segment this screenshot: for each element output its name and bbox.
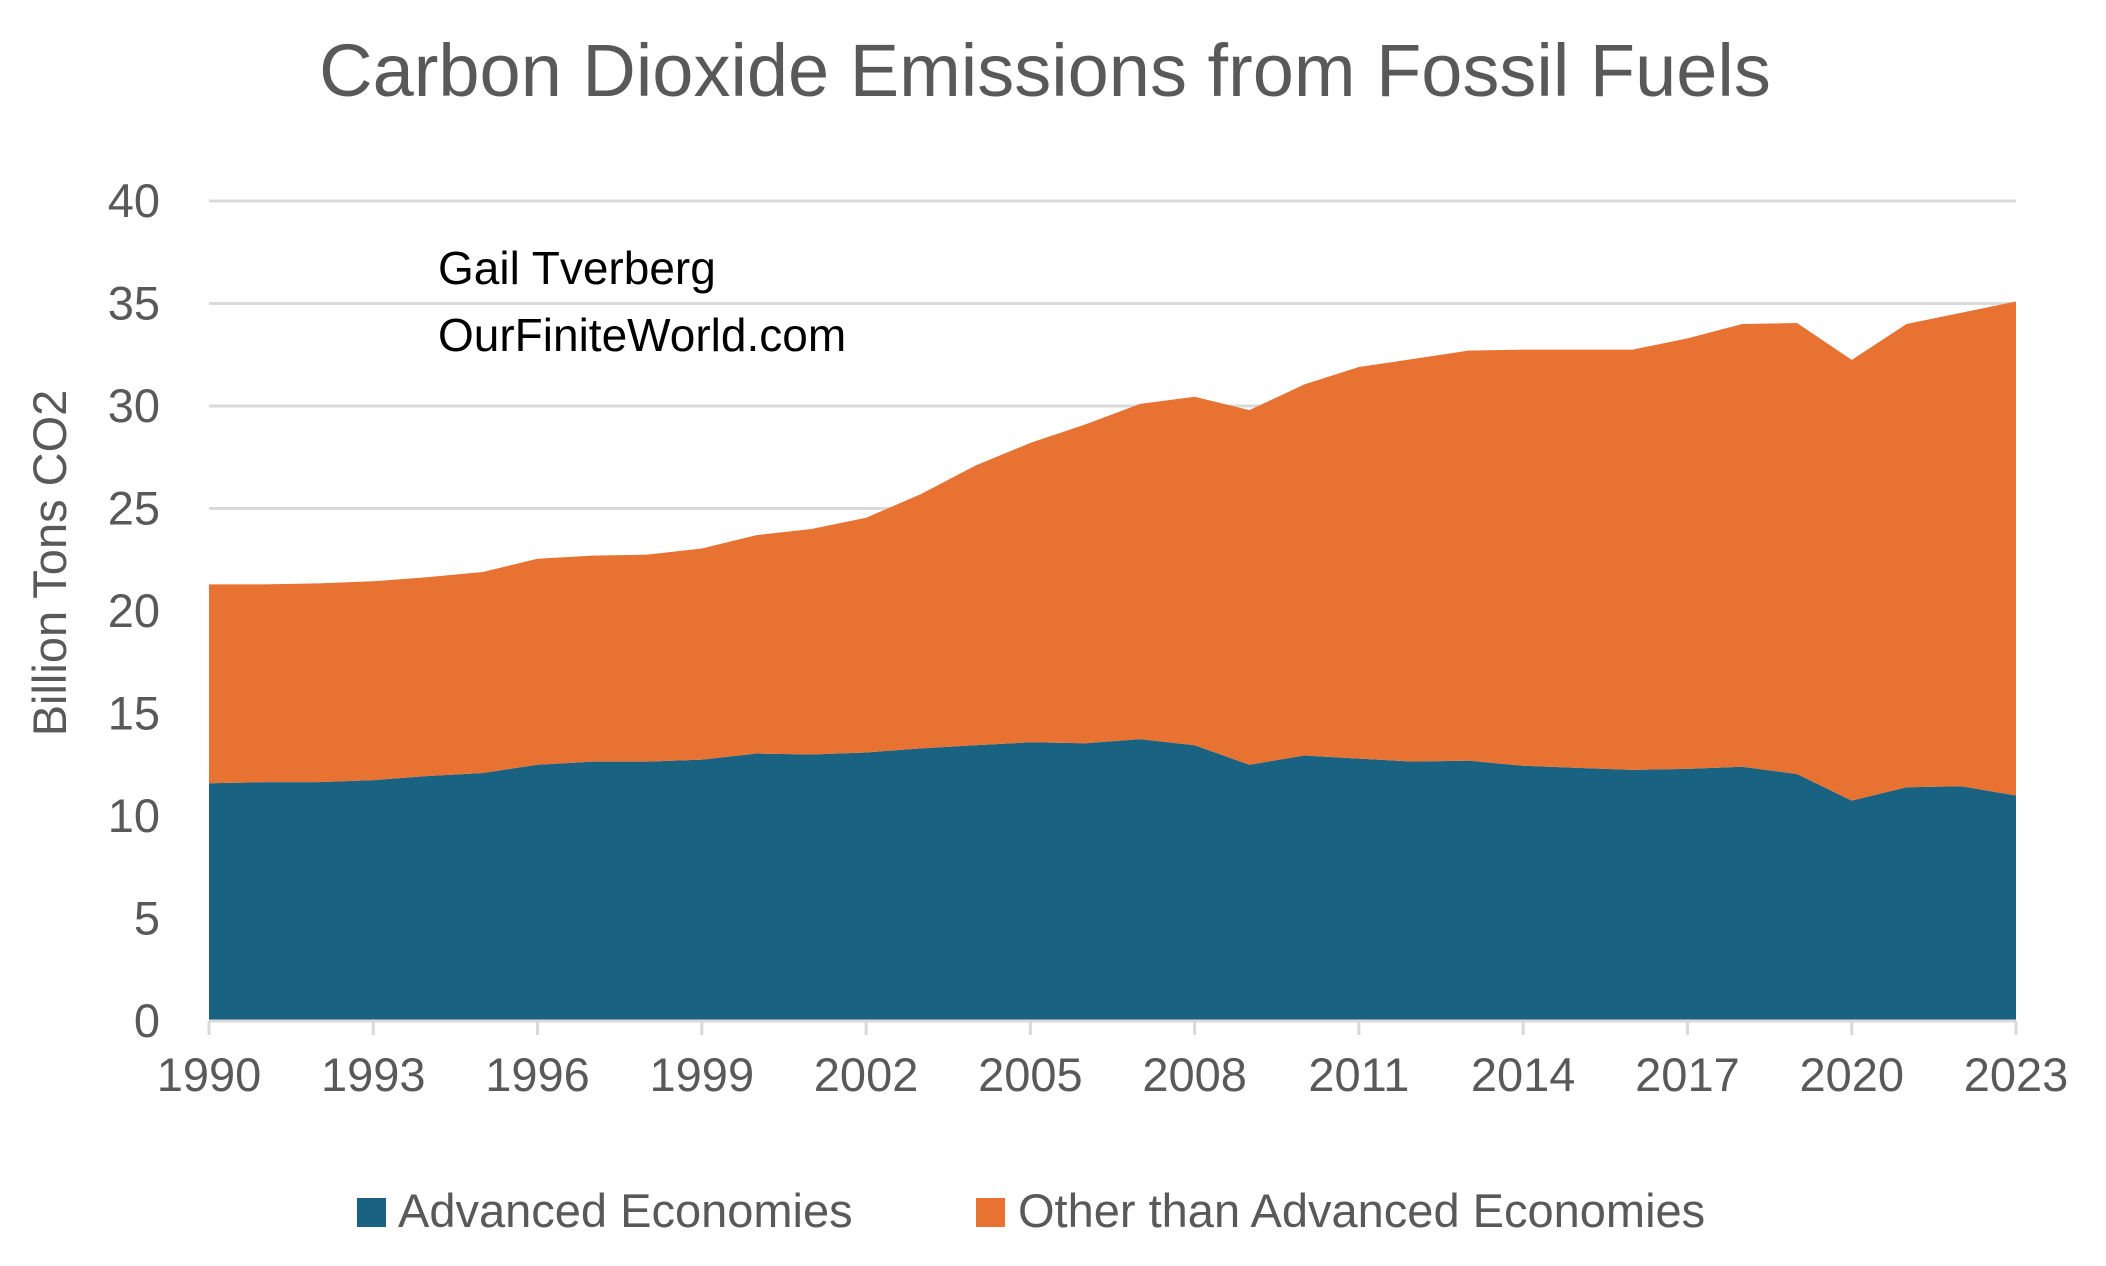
y-tick-label-10: 10 [108, 789, 160, 842]
x-tick-label-2020: 2020 [1799, 1048, 1904, 1101]
legend-label-advanced-economies: Advanced Economies [398, 1184, 853, 1237]
area-series-advanced-economies [209, 739, 2016, 1021]
x-tick-label-2014: 2014 [1471, 1048, 1576, 1101]
author-annotation: Gail Tverberg [438, 242, 716, 294]
y-tick-label-15: 15 [108, 687, 160, 740]
y-tick-label-35: 35 [108, 277, 160, 330]
plot-areas [209, 301, 2016, 1021]
x-tick-label-1999: 1999 [650, 1048, 755, 1101]
x-tick-label-2023: 2023 [1964, 1048, 2069, 1101]
x-tick-label-1990: 1990 [157, 1048, 262, 1101]
y-tick-label-30: 30 [108, 379, 160, 432]
legend-swatch-other-economies [976, 1198, 1005, 1227]
chart-title: Carbon Dioxide Emissions from Fossil Fue… [319, 29, 1771, 112]
x-tick-label-2008: 2008 [1142, 1048, 1247, 1101]
legend: Advanced Economies Other than Advanced E… [357, 1184, 1705, 1237]
y-tick-label-25: 25 [108, 482, 160, 535]
y-tick-label-0: 0 [134, 994, 160, 1047]
y-tick-label-20: 20 [108, 584, 160, 637]
area-series-other-than-advanced-economies [209, 301, 2016, 801]
x-tick-label-2002: 2002 [814, 1048, 919, 1101]
x-tick-label-1996: 1996 [485, 1048, 590, 1101]
x-tick-label-2011: 2011 [1308, 1048, 1409, 1101]
legend-label-other-economies: Other than Advanced Economies [1018, 1184, 1705, 1237]
y-axis-title: Billion Tons CO2 [23, 390, 76, 737]
website-annotation: OurFiniteWorld.com [438, 309, 846, 361]
x-tick-label-2005: 2005 [978, 1048, 1083, 1101]
x-tick-label-1993: 1993 [321, 1048, 426, 1101]
y-tick-label-40: 40 [108, 174, 160, 227]
axes: 0 5 10 15 20 25 30 35 40 1990 1993 1996 1999 2002 2005… [108, 174, 2069, 1101]
y-tick-label-5: 5 [134, 892, 160, 945]
x-tick-label-2017: 2017 [1635, 1048, 1740, 1101]
legend-swatch-advanced-economies [357, 1198, 386, 1227]
